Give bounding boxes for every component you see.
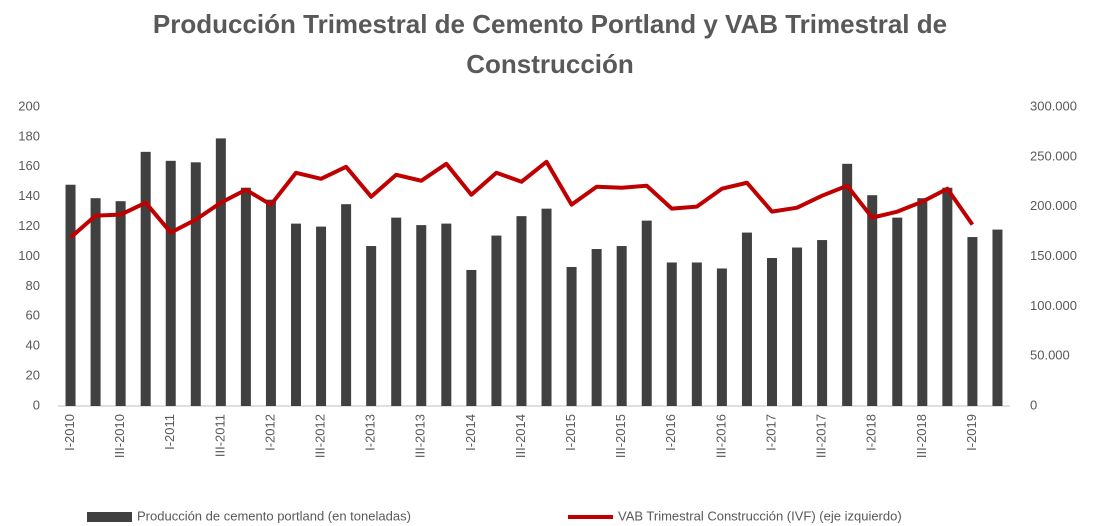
y-tick-label: 180 <box>18 128 40 143</box>
bar <box>341 204 352 406</box>
bar <box>441 223 452 406</box>
x-tick-label: III-2018 <box>914 414 929 458</box>
bar <box>391 217 402 406</box>
bar <box>165 160 176 406</box>
bar <box>366 246 377 406</box>
x-tick-label: III-2012 <box>312 414 327 458</box>
bar <box>691 262 702 406</box>
bar <box>591 249 602 406</box>
bar <box>817 240 828 406</box>
x-tick-label: III-2014 <box>513 414 528 458</box>
y-tick-label: 20 <box>26 368 40 383</box>
legend-label: Producción de cemento portland (en tonel… <box>137 508 411 523</box>
y2-tick-label: 150.000 <box>1030 248 1077 263</box>
x-tick-label: I-2016 <box>663 414 678 451</box>
bar <box>641 220 652 406</box>
bar <box>767 257 777 406</box>
bar <box>616 246 627 406</box>
x-tick-label: I-2014 <box>463 414 478 451</box>
x-tick-label: I-2013 <box>363 414 378 451</box>
bar <box>917 198 928 406</box>
bar <box>842 163 853 406</box>
y-tick-label: 40 <box>26 338 40 353</box>
legend-label: VAB Trimestral Construcción (IVF) (eje i… <box>618 508 902 523</box>
line-series <box>69 159 975 240</box>
bar <box>942 187 953 406</box>
bar <box>992 229 1003 406</box>
x-tick-label: III-2010 <box>112 414 127 458</box>
chart-title: Producción Trimestral de Cemento Portlan… <box>152 9 948 79</box>
y2-tick-label: 0 <box>1030 397 1037 412</box>
bar <box>867 195 878 406</box>
x-tick-label: I-2012 <box>262 414 277 451</box>
bar <box>190 162 201 406</box>
bar <box>215 138 226 406</box>
x-tick-label: III-2013 <box>413 414 428 458</box>
bar <box>90 198 101 406</box>
x-tick-label: III-2016 <box>713 414 728 458</box>
x-tick-label: I-2018 <box>864 414 879 451</box>
x-tick-label: III-2017 <box>814 414 829 458</box>
y2-tick-label: 200.000 <box>1030 198 1077 213</box>
bar <box>792 247 803 406</box>
y-tick-label: 80 <box>26 278 40 293</box>
x-tick-label: I-2010 <box>62 414 77 451</box>
bar <box>967 237 978 406</box>
bar <box>491 235 502 406</box>
legend-swatch <box>87 512 132 522</box>
bar <box>741 232 752 406</box>
bar <box>892 217 903 406</box>
bar <box>516 216 527 406</box>
bar <box>115 201 126 406</box>
bar <box>666 262 677 406</box>
y2-tick-label: 250.000 <box>1030 148 1077 163</box>
y-tick-label: 140 <box>18 188 40 203</box>
x-tick-label: III-2011 <box>212 414 227 457</box>
bar <box>541 208 552 406</box>
x-tick-label: I-2015 <box>563 414 578 451</box>
bar <box>140 151 151 406</box>
y2-tick-label: 50.000 <box>1030 348 1070 363</box>
bar <box>466 269 477 406</box>
y2-tick-label: 100.000 <box>1030 298 1077 313</box>
y-tick-label: 60 <box>26 308 40 323</box>
bar <box>65 184 76 406</box>
y-tick-label: 160 <box>18 158 40 173</box>
x-tick-label: III-2015 <box>613 414 628 458</box>
x-tick-label: I-2019 <box>964 414 979 451</box>
y-tick-label: 0 <box>33 397 40 412</box>
bar <box>265 199 276 406</box>
y-tick-label: 200 <box>18 98 40 113</box>
y-tick-label: 120 <box>18 218 40 233</box>
y2-tick-label: 300.000 <box>1030 98 1077 113</box>
bar <box>566 266 577 406</box>
x-tick-label: I-2017 <box>763 414 778 451</box>
x-tick-label: I-2011 <box>162 414 177 450</box>
bar <box>316 226 327 406</box>
bar <box>240 187 251 406</box>
y-tick-label: 100 <box>18 248 40 263</box>
bar <box>416 225 427 406</box>
bar <box>291 223 301 406</box>
bar <box>716 268 727 406</box>
